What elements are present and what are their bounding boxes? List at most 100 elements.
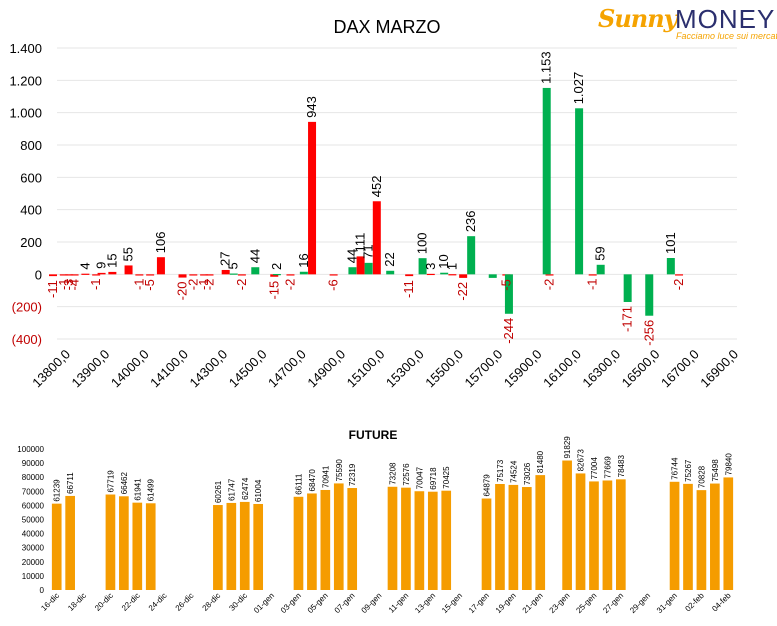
bar (65, 274, 74, 276)
data-label: 5 (226, 262, 241, 269)
bars (51, 460, 734, 590)
bar (178, 274, 187, 278)
data-label: -4 (67, 279, 82, 291)
bar (588, 274, 597, 276)
data-label: 61239 (53, 479, 62, 502)
x-tick-label: 28-dic (201, 591, 223, 613)
y-tick-label: 400 (20, 203, 42, 218)
data-labels: 61239 66711 67719 66462 61941 61499 60261 61747… (53, 436, 734, 503)
data-label: 101 (663, 232, 678, 254)
y-tick-label: 100000 (17, 445, 44, 454)
x-tick-label: 22-dic (120, 591, 142, 613)
bar (545, 274, 554, 276)
bar (386, 270, 395, 275)
data-label: -2 (671, 279, 686, 291)
data-label: -2 (542, 279, 557, 291)
data-label: -2 (202, 279, 217, 291)
chart-title: DAX MARZO (333, 17, 440, 37)
bar (542, 87, 551, 275)
bar (59, 274, 68, 276)
bar (237, 274, 246, 276)
y-tick-label: 70000 (22, 487, 45, 496)
data-label: 1.153 (539, 51, 554, 84)
y-tick-label: 600 (20, 170, 42, 185)
data-label: -20 (175, 282, 190, 301)
bar (119, 496, 129, 590)
data-label: 60261 (214, 480, 223, 503)
x-tick-label: 03-gen (279, 591, 303, 615)
data-label: -1 (196, 278, 211, 290)
bar (51, 503, 62, 590)
bar (65, 495, 75, 590)
x-tick-label: 31-gen (655, 591, 679, 615)
bar (329, 274, 338, 276)
x-tick-label: 01-gen (252, 591, 276, 615)
y-tick-label: (400) (12, 332, 42, 347)
x-tick-label: 13-gen (413, 591, 437, 615)
bar (348, 267, 357, 275)
data-label: 72576 (402, 463, 411, 486)
x-tick-label: 15100,0 (344, 347, 388, 391)
data-label: 66462 (120, 471, 129, 494)
y-tick-label: 1.200 (9, 73, 42, 88)
x-tick-label: 26-dic (174, 591, 196, 613)
bar (448, 274, 457, 276)
x-tick-label: 11-gen (387, 591, 411, 615)
y-tick-label: 200 (20, 235, 42, 250)
bar (333, 483, 344, 590)
data-label: -22 (455, 282, 470, 301)
y-tick-label: (200) (12, 300, 42, 315)
bar (405, 274, 414, 277)
data-label: 67719 (106, 470, 115, 493)
x-tick-label: 20-dic (93, 591, 115, 613)
data-label: -5 (142, 279, 157, 291)
bar (414, 491, 425, 590)
data-label: 16 (296, 253, 311, 267)
data-label: 79840 (724, 453, 733, 476)
data-label: 61747 (227, 478, 236, 501)
x-tick-label: 09-gen (359, 591, 383, 615)
bar (459, 274, 468, 278)
data-label: 76744 (671, 457, 680, 480)
bar (189, 274, 198, 276)
bar (589, 481, 599, 590)
bar (105, 494, 116, 590)
data-label: 70828 (697, 465, 706, 488)
x-axis: 16-dic 18-dic 20-dic 22-dic 24-dic 26-dic 28-d… (39, 591, 733, 615)
data-label: 236 (463, 210, 478, 232)
bar (97, 272, 106, 275)
future-chart: FUTURE 0 10000 20000 30000 40000 50000 60000 70… (17, 428, 734, 615)
data-label: 75173 (496, 459, 505, 482)
data-label: 4 (77, 262, 92, 269)
data-label: 27 (218, 251, 233, 265)
bar (575, 108, 584, 275)
data-label: 77004 (590, 457, 599, 480)
bar (508, 484, 519, 590)
bar (251, 267, 260, 275)
y-tick-label: 10000 (22, 572, 45, 581)
bar (596, 264, 605, 275)
bar (481, 498, 492, 590)
data-label: -5 (498, 279, 513, 291)
data-label: 70425 (442, 466, 451, 489)
bar (239, 501, 250, 590)
data-label: 72319 (348, 463, 357, 486)
data-label: 66711 (66, 472, 75, 494)
bar (272, 274, 281, 276)
data-label: 15 (104, 253, 119, 267)
data-label: 1.027 (571, 72, 586, 105)
data-label: -2 (234, 279, 249, 291)
x-tick-label: 16700,0 (658, 347, 702, 391)
x-tick-label: 19-gen (494, 591, 518, 615)
logo-brand-money: MONEY (675, 4, 776, 34)
data-label: -1 (88, 278, 103, 290)
data-label: 66111 (294, 473, 303, 495)
bar (575, 473, 586, 590)
data-label: 44 (247, 249, 262, 263)
data-label: 70047 (415, 466, 424, 489)
data-label: 74524 (509, 460, 518, 483)
data-label: 943 (304, 96, 319, 118)
bar (135, 274, 144, 276)
bar (299, 271, 308, 275)
bar (347, 488, 358, 590)
